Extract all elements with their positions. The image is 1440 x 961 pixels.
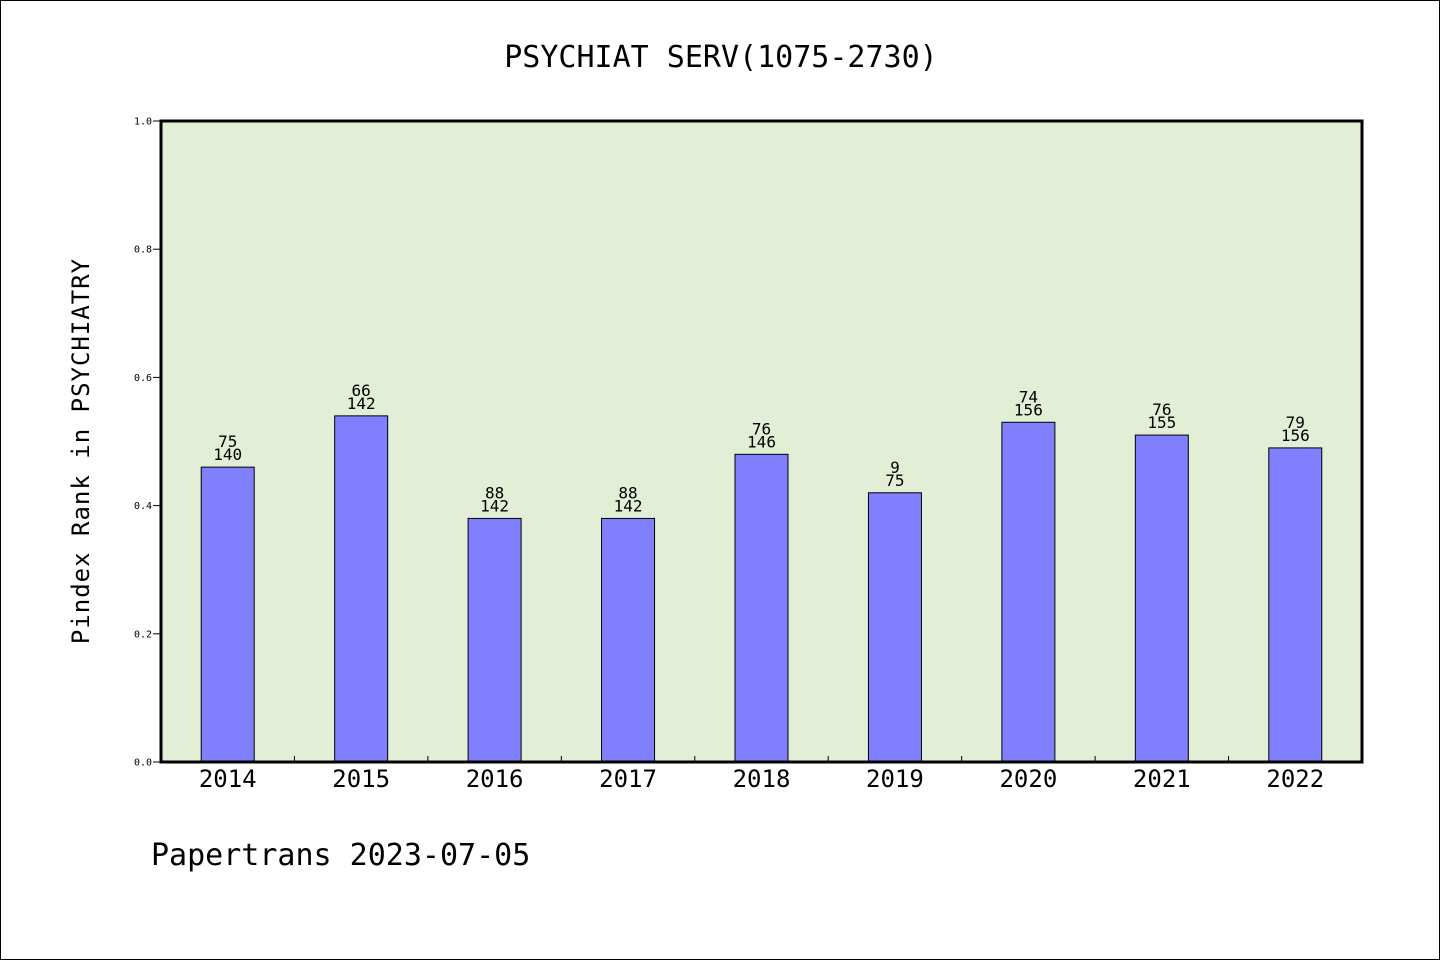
bar-label-bottom-2017: 142 xyxy=(614,496,643,515)
bar-label-top-2021: 76 xyxy=(1152,400,1171,419)
x-tick-label-2019: 2019 xyxy=(866,765,924,793)
plot-border xyxy=(159,119,1364,764)
bar-2018 xyxy=(734,453,789,763)
x-tick-label-2022: 2022 xyxy=(1266,765,1324,793)
bar-label-bottom-2014: 140 xyxy=(213,445,242,464)
bar-label-top-2015: 66 xyxy=(352,381,371,400)
footer-text: Papertrans 2023-07-05 xyxy=(151,838,530,873)
x-axis: 2014 2015 2016 2017 2018 2019 2020 2021 2022 xyxy=(199,756,1324,793)
bar-label-top-2018: 76 xyxy=(752,419,771,438)
x-tick-label-2017: 2017 xyxy=(599,765,657,793)
bar-label-bottom-2016: 142 xyxy=(480,496,509,515)
bar-label-top-2022: 79 xyxy=(1286,413,1305,432)
bar-2022 xyxy=(1268,447,1323,763)
y-tick-label: 1.0 xyxy=(134,117,152,128)
y-tick-label: 0.6 xyxy=(134,373,152,384)
x-tick-label-2020: 2020 xyxy=(999,765,1057,793)
bar-label-top-2014: 75 xyxy=(218,432,237,451)
bar-label-bottom-2018: 146 xyxy=(747,432,776,451)
bar-label-bottom-2019: 75 xyxy=(885,471,904,490)
y-tick-label: 0.8 xyxy=(134,245,152,256)
bar-label-top-2019: 9 xyxy=(890,458,900,477)
bar-2014 xyxy=(200,466,255,763)
x-tick-label-2015: 2015 xyxy=(332,765,390,793)
bar-2015 xyxy=(334,415,389,763)
bar-label-bottom-2020: 156 xyxy=(1014,400,1043,419)
y-tick-label: 0.0 xyxy=(134,758,152,769)
y-axis: 0.0 0.2 0.4 0.6 0.8 1.0 xyxy=(134,117,161,769)
bar-2017 xyxy=(601,517,656,763)
bar-label-bottom-2022: 156 xyxy=(1281,426,1310,445)
bar-label-top-2017: 88 xyxy=(618,483,637,502)
bar-label-bottom-2021: 155 xyxy=(1147,413,1176,432)
bar-label-bottom-2015: 142 xyxy=(347,394,376,413)
bar-label-top-2016: 88 xyxy=(485,483,504,502)
bar-2021 xyxy=(1134,434,1189,763)
x-tick-label-2021: 2021 xyxy=(1133,765,1191,793)
bar-2016 xyxy=(467,517,522,763)
y-tick-label: 0.4 xyxy=(134,501,152,512)
y-axis-label: Pindex Rank in PSYCHIATRY xyxy=(67,258,95,644)
bar-2020 xyxy=(1001,421,1056,763)
x-tick-label-2016: 2016 xyxy=(466,765,524,793)
chart-title: PSYCHIAT SERV(1075-2730) xyxy=(504,40,937,75)
bar-2019 xyxy=(867,492,922,763)
x-tick-label-2014: 2014 xyxy=(199,765,257,793)
bar-label-top-2020: 74 xyxy=(1019,387,1038,406)
y-tick-label: 0.2 xyxy=(134,629,152,640)
x-tick-label-2018: 2018 xyxy=(733,765,791,793)
